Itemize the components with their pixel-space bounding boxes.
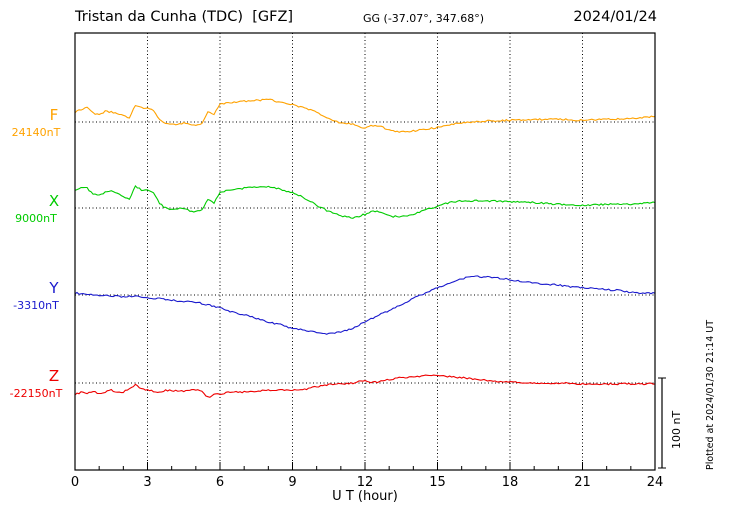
x-tick-label-15: 15 bbox=[429, 475, 446, 490]
plot-date: 2024/01/24 bbox=[573, 9, 657, 25]
x-tick-label-6: 6 bbox=[215, 475, 225, 490]
series-label-Z: Z bbox=[48, 367, 60, 385]
trace-F bbox=[74, 98, 656, 133]
series-baseline-Y: -3310nT bbox=[13, 299, 59, 312]
trace-X bbox=[74, 184, 656, 219]
series-label-Y: Y bbox=[49, 279, 59, 297]
x-tick-label-18: 18 bbox=[501, 475, 519, 490]
trace-Z bbox=[74, 374, 656, 398]
series-baseline-F: 24140nT bbox=[11, 126, 61, 139]
x-tick-label-9: 9 bbox=[288, 475, 297, 490]
x-axis-label: U T (hour) bbox=[332, 489, 398, 504]
scalebar-label: 100 nT bbox=[670, 410, 683, 449]
geo-coordinates: GG (-37.07°, 347.68°) bbox=[363, 12, 485, 25]
trace-Y bbox=[74, 275, 656, 335]
series-baseline-Z: -22150nT bbox=[9, 387, 63, 400]
plotted-at-note: Plotted at 2024/01/30 21:14 UT bbox=[705, 319, 716, 470]
series-label-X: X bbox=[48, 192, 60, 210]
plot-frame bbox=[74, 32, 656, 471]
x-tick-label-3: 3 bbox=[143, 475, 152, 490]
series-label-F: F bbox=[49, 106, 59, 124]
x-tick-label-24: 24 bbox=[646, 475, 664, 490]
x-tick-label-21: 21 bbox=[574, 475, 591, 490]
plot-title: Tristan da Cunha (TDC) [GFZ] bbox=[75, 9, 294, 25]
x-tick-label-12: 12 bbox=[356, 475, 374, 490]
x-tick-label-0: 0 bbox=[70, 475, 80, 490]
series-baseline-X: 9000nT bbox=[15, 212, 57, 225]
